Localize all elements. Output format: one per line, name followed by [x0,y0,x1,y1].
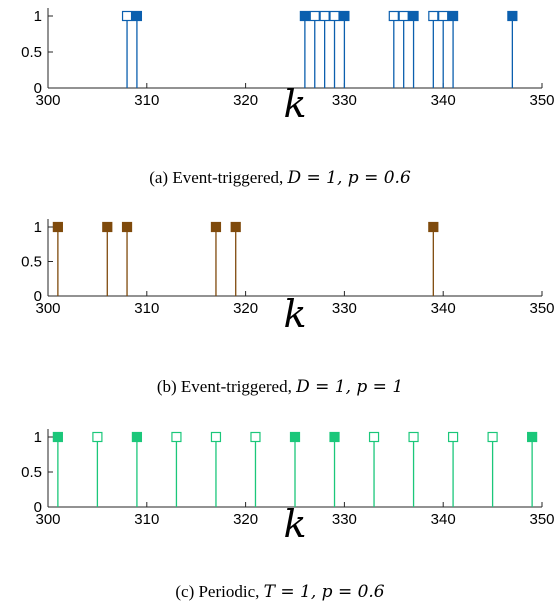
caption-text: (b) Event-triggered, [157,377,296,396]
x-tick-label: 310 [134,511,159,528]
stem-marker-hollow [388,10,399,22]
x-tick-label: 300 [35,300,60,317]
stem-marker-filled [131,431,143,443]
stem-marker-filled [230,221,241,233]
caption-math: T = 1, p = 0.6 [264,582,385,602]
x-tick-label: 320 [233,300,258,317]
chart-panel-a: 300 310 320 330 340 350 0 0.5 1 k (a) Event-trigge… [21,8,555,188]
x-tick-label: 350 [529,300,554,317]
stem-marker-filled [131,10,143,22]
chart-panel-b: 300 310 320 330 340 350 0 0.5 1 k (b) Event-trigge… [21,219,555,397]
stem-marker-filled [52,221,63,233]
y-tick-label: 0.5 [21,44,42,61]
x-tick-label: 320 [233,92,258,109]
y-tick-label: 0 [34,499,42,516]
stem-marker-filled [408,10,419,22]
x-tick-label: 330 [332,511,357,528]
figure-caption: (a) Event-triggered, D = 1, p = 0.6 [149,168,411,188]
y-tick-label: 0 [34,80,42,97]
stem-marker-hollow [408,431,419,443]
caption-text: (c) Periodic, [175,582,263,601]
stem-marker-filled [428,221,439,233]
caption-math: D = 1, p = 0.6 [287,168,411,188]
x-tick-label: 340 [431,511,456,528]
stem-marker-hollow [487,431,498,443]
stem-marker-hollow [309,10,320,22]
x-tick-label: 330 [332,92,357,109]
x-axis-label: k [283,502,306,546]
x-tick-label: 340 [431,300,456,317]
x-tick-label: 310 [134,92,159,109]
stem-marker-hollow [398,10,409,22]
stem-marker-filled [329,431,340,443]
y-tick-label: 0.5 [21,464,42,481]
stem-marker-filled [289,431,301,443]
y-tick-label: 0.5 [21,254,42,271]
stem-marker-hollow [210,431,222,443]
stem-marker-hollow [121,10,133,22]
x-tick-label: 350 [529,92,554,109]
figure-caption: (b) Event-triggered, D = 1, p = 1 [157,377,403,397]
stem-marker-hollow [319,10,330,22]
stem-marker-hollow [368,431,380,443]
x-tick-label: 320 [233,511,258,528]
x-tick-label: 300 [35,92,60,109]
stem-marker-filled [102,221,113,233]
stem-marker-hollow [171,431,182,443]
stem-marker-filled [299,10,310,22]
stem-marker-filled [52,431,63,443]
x-tick-label: 350 [529,511,554,528]
y-tick-label: 0 [34,288,42,305]
stem-marker-hollow [329,10,340,22]
stem-marker-filled [339,10,350,22]
stem-marker-hollow [428,10,439,22]
stem-marker-filled [121,221,133,233]
chart-panel-c: 300 310 320 330 340 350 0 0.5 1 k (c) Periodic, T … [21,429,555,602]
stem-marker-filled [507,10,518,22]
x-tick-label: 300 [35,511,60,528]
y-tick-label: 1 [34,429,42,446]
stem-marker-hollow [92,431,103,443]
y-tick-label: 1 [34,8,42,25]
stem-marker-filled [210,221,222,233]
stem-marker-filled [527,431,538,443]
x-tick-label: 310 [134,300,159,317]
x-axis-label: k [283,292,306,336]
stem-marker-hollow [447,431,459,443]
stem-marker-filled [447,10,459,22]
y-tick-label: 1 [34,219,42,236]
stem-marker-hollow [438,10,449,22]
x-tick-label: 330 [332,300,357,317]
stem-marker-hollow [250,431,261,443]
figure-caption: (c) Periodic, T = 1, p = 0.6 [175,582,384,602]
caption-math: D = 1, p = 1 [295,377,403,397]
x-axis-label: k [283,82,306,126]
caption-text: (a) Event-triggered, [149,168,287,187]
x-tick-label: 340 [431,92,456,109]
